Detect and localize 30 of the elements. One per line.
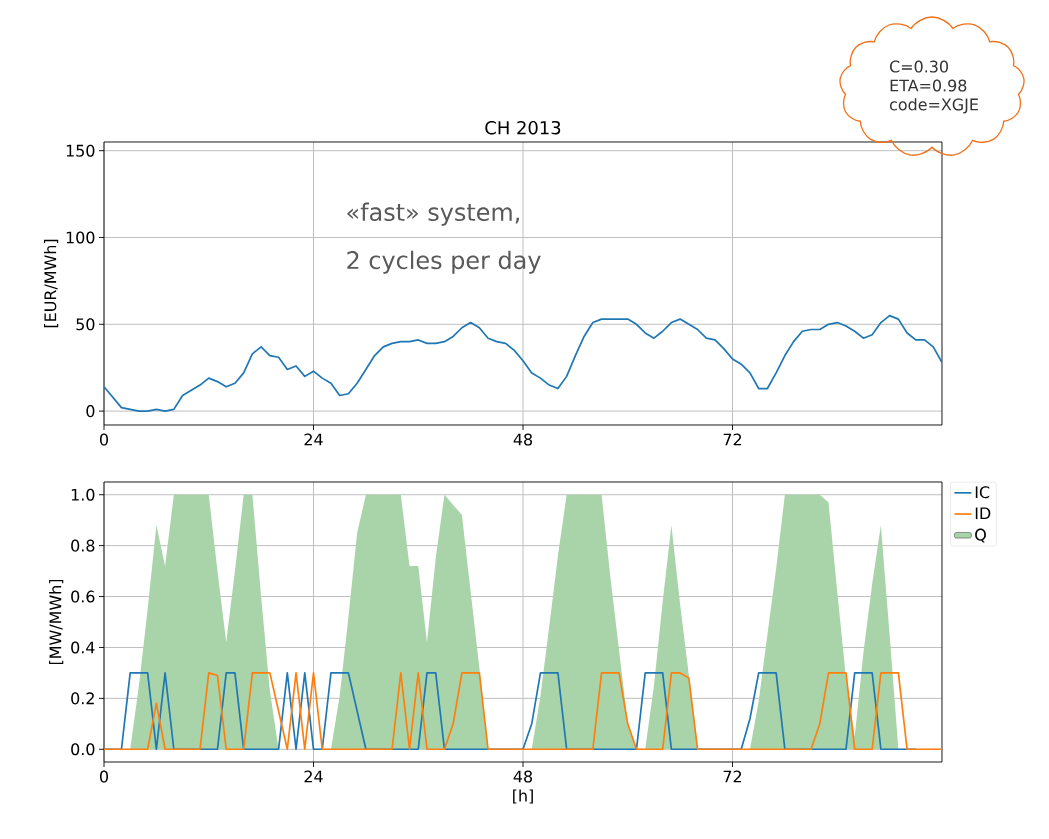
y-tick-label: 50 bbox=[76, 318, 95, 331]
text: ETA=0.98 bbox=[890, 79, 967, 92]
y-tick-label: 0.4 bbox=[71, 641, 95, 654]
y-tick-label: 100 bbox=[66, 231, 95, 244]
y-tick-label: 1.0 bbox=[71, 488, 95, 501]
y-tick-label: 0.8 bbox=[71, 539, 95, 552]
legend-label: IC bbox=[975, 486, 990, 499]
x-axis-title: [h] bbox=[513, 789, 533, 804]
annotation: 2 cycles per day bbox=[347, 250, 541, 274]
text: C=0.30 bbox=[889, 60, 948, 73]
x-tick-label: 72 bbox=[723, 433, 742, 446]
x-tick-label: 24 bbox=[304, 433, 323, 446]
y-tick-label: 0 bbox=[86, 405, 95, 418]
y-axis-title: [EUR/MWh] bbox=[44, 239, 59, 328]
legend-label: Q bbox=[975, 528, 986, 543]
y-tick-label: 0.2 bbox=[71, 692, 94, 705]
x-tick-label: 0 bbox=[99, 770, 109, 783]
chart-title: CH 2013 bbox=[485, 120, 561, 135]
legend-label: ID bbox=[975, 507, 991, 520]
y-tick-label: 150 bbox=[66, 144, 95, 157]
x-tick-label: 48 bbox=[513, 770, 533, 783]
x-tick-label: 72 bbox=[723, 770, 742, 783]
x-tick-label: 24 bbox=[304, 770, 323, 783]
text: code=XGJE bbox=[889, 98, 978, 114]
y-tick-label: 0.0 bbox=[71, 743, 95, 756]
y-axis-title: [MW/MWh] bbox=[49, 579, 64, 665]
x-tick-label: 48 bbox=[513, 433, 533, 446]
y-tick-label: 0.6 bbox=[71, 590, 95, 603]
annotation: «fast» system, bbox=[347, 202, 519, 226]
x-tick-label: 0 bbox=[99, 433, 109, 446]
